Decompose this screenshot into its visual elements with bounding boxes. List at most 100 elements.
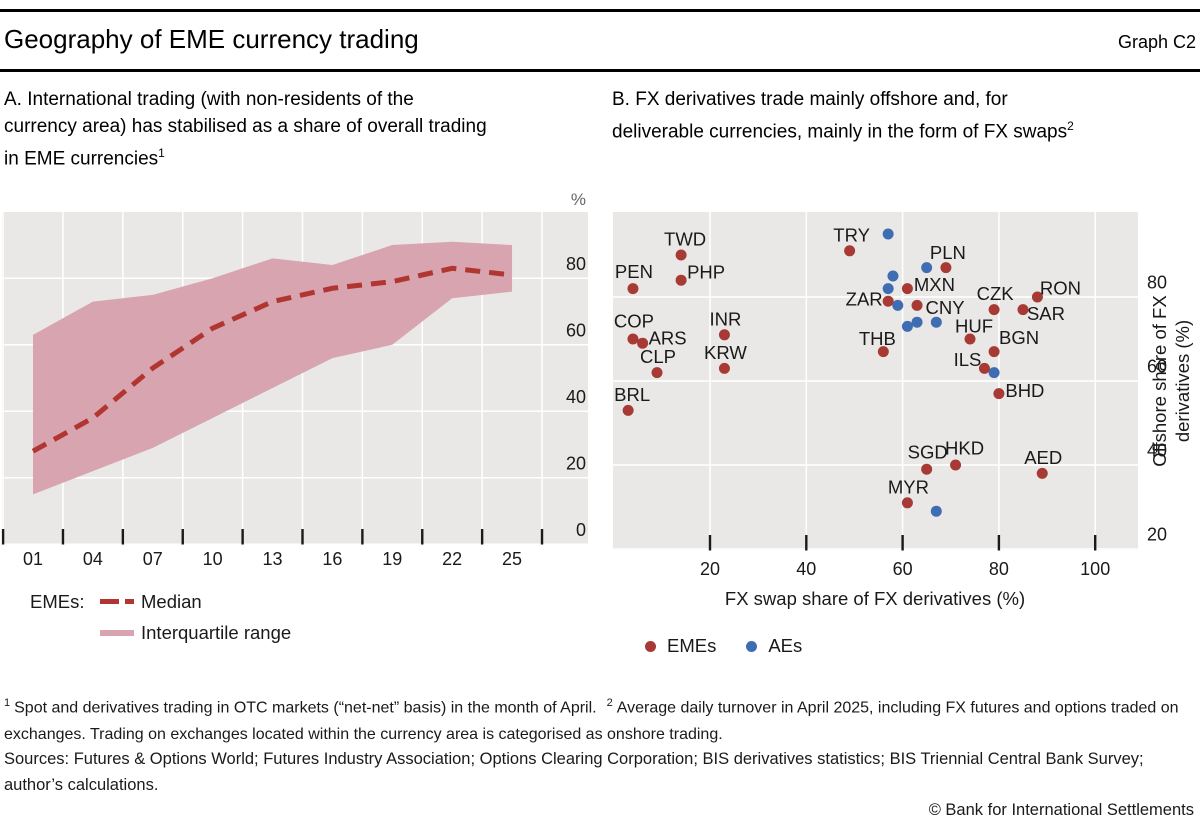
eme-point-PHP <box>675 274 687 286</box>
point-label-MXN: MXN <box>914 274 955 295</box>
panel-b-title: B. FX derivatives trade mainly offshore … <box>612 89 1074 143</box>
point-label-HUF: HUF <box>955 316 993 337</box>
eme-point-PEN <box>627 283 639 295</box>
point-label-MYR: MYR <box>888 476 929 497</box>
header: Geography of EME currency trading Graph … <box>4 24 1196 55</box>
point-label-THB: THB <box>859 328 896 349</box>
ae-point <box>892 299 904 311</box>
copyright: © Bank for International Settlements <box>928 801 1194 819</box>
panel-b-x-axis-title: FX swap share of FX derivatives (%) <box>725 588 1025 609</box>
eme-point-SAR <box>1017 304 1029 316</box>
svg-text:60: 60 <box>893 559 913 579</box>
svg-text:07: 07 <box>143 549 163 569</box>
legend-median: EMEs: Median <box>30 586 291 617</box>
iqr-band <box>33 241 513 495</box>
ae-point <box>930 505 942 517</box>
svg-text:40: 40 <box>1147 441 1167 461</box>
ae-point <box>911 316 923 328</box>
point-label-CZK: CZK <box>977 283 1015 304</box>
svg-text:60: 60 <box>566 320 586 340</box>
median-label: Median <box>141 590 202 612</box>
svg-text:19: 19 <box>382 549 402 569</box>
eme-point-COP <box>627 333 639 345</box>
svg-text:0: 0 <box>576 520 586 540</box>
point-label-CLP: CLP <box>640 346 676 367</box>
eme-point-BRL <box>622 404 634 416</box>
eme-point-CLP <box>651 367 663 379</box>
point-label-SGD: SGD <box>908 442 948 463</box>
point-label-HKD: HKD <box>945 438 984 459</box>
svg-text:60: 60 <box>1147 357 1167 377</box>
eme-point-THB <box>877 346 889 358</box>
footnote-ref-2: 2 <box>1067 119 1074 133</box>
point-label-BGN: BGN <box>999 327 1039 348</box>
svg-text:20: 20 <box>1147 525 1167 545</box>
sources: Sources: Futures & Options World; Future… <box>4 750 1144 794</box>
eme-point-CZK <box>988 304 1000 316</box>
eme-point-INR <box>718 329 730 341</box>
iqr-label: Interquartile range <box>141 621 292 643</box>
ae-point <box>882 283 894 295</box>
point-label-TRY: TRY <box>833 224 870 245</box>
eme-point-AED <box>1036 467 1048 479</box>
point-label-BRL: BRL <box>614 384 650 405</box>
point-label-TWD: TWD <box>664 229 706 250</box>
svg-text:20: 20 <box>700 559 720 579</box>
point-label-COP: COP <box>614 311 654 332</box>
svg-text:10: 10 <box>203 549 223 569</box>
point-label-PLN: PLN <box>930 242 966 263</box>
svg-text:40: 40 <box>796 559 816 579</box>
svg-text:80: 80 <box>989 559 1009 579</box>
eme-point-MXN <box>901 283 913 295</box>
svg-text:40: 40 <box>566 387 586 407</box>
iqr-band-sample <box>100 629 134 636</box>
ae-point <box>988 367 1000 379</box>
ae-points <box>882 228 1000 517</box>
point-label-SAR: SAR <box>1027 303 1065 324</box>
point-label-PEN: PEN <box>615 261 653 282</box>
panel-b-y-axis-title: Offshore share of FX derivatives (%) <box>1149 295 1193 466</box>
eme-points <box>622 245 1048 509</box>
eme-point-PLN <box>940 262 952 274</box>
eme-point-ZAR <box>882 295 894 307</box>
ae-point <box>882 228 894 240</box>
eme-point-TRY <box>844 245 856 257</box>
panel-a-legend: EMEs: Median Interquartile range <box>30 586 291 648</box>
point-label-CNY: CNY <box>926 297 965 318</box>
eme-point-BHD <box>993 388 1005 400</box>
panel-a-title: A. International trading (with non-resid… <box>4 89 487 170</box>
footnote-ref-1: 1 <box>158 146 165 160</box>
ae-point <box>887 270 899 282</box>
point-label-KRW: KRW <box>704 342 747 363</box>
ae-dot-sample <box>746 640 758 652</box>
point-label-INR: INR <box>710 308 742 329</box>
svg-text:25: 25 <box>502 549 522 569</box>
point-label-AED: AED <box>1024 447 1062 468</box>
panel-a-unit-label: % <box>571 190 586 209</box>
svg-text:20: 20 <box>566 453 586 473</box>
svg-text:01: 01 <box>23 549 43 569</box>
median-dashed-line-sample <box>100 599 134 604</box>
point-label-BHD: BHD <box>1005 380 1044 401</box>
eme-point-HKD <box>950 459 962 471</box>
graph-label: Graph C2 <box>1117 32 1196 52</box>
ae-legend-label: AEs <box>768 635 803 656</box>
svg-text:80: 80 <box>566 254 586 274</box>
point-label-ARS: ARS <box>649 328 687 349</box>
ae-point <box>921 262 933 274</box>
svg-text:80: 80 <box>1147 273 1167 293</box>
point-label-ILS: ILS <box>954 349 982 370</box>
eme-point-ARS <box>637 337 649 349</box>
top-rule <box>0 9 1200 12</box>
ae-point <box>901 320 913 332</box>
header-rule <box>0 69 1200 72</box>
median-line <box>31 265 513 454</box>
eme-point-TWD <box>675 249 687 261</box>
svg-text:100: 100 <box>1080 559 1110 579</box>
eme-point-CNY <box>911 299 923 311</box>
eme-point-SGD <box>921 463 933 475</box>
eme-point-ILS <box>978 362 990 374</box>
